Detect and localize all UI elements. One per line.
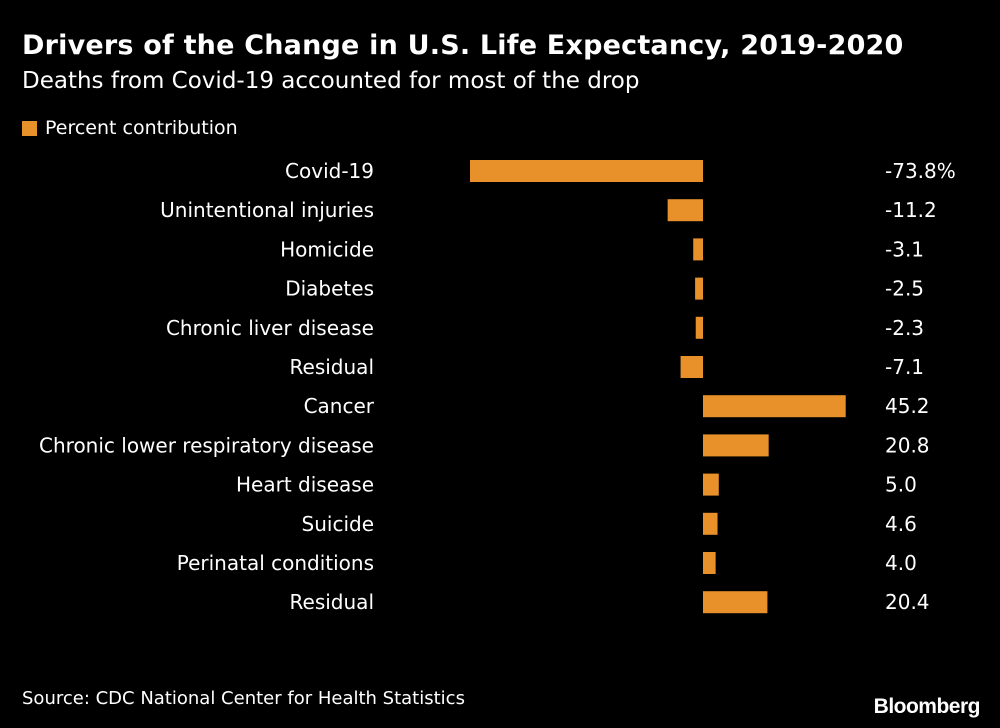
bar — [667, 199, 703, 222]
value-label: 5.0 — [885, 473, 917, 497]
bar — [693, 238, 703, 261]
value-label: 20.8 — [885, 433, 930, 457]
bar — [695, 316, 703, 339]
chart-title: Drivers of the Change in U.S. Life Expec… — [22, 30, 904, 61]
bar — [695, 277, 703, 300]
value-label: -2.5 — [885, 277, 924, 301]
category-label: Chronic lower respiratory disease — [39, 433, 374, 457]
bar — [703, 434, 769, 457]
category-label: Diabetes — [285, 277, 374, 301]
value-label: -7.1 — [885, 355, 924, 379]
category-label: Covid-19 — [285, 159, 374, 183]
category-label: Residual — [290, 590, 374, 614]
bar — [680, 356, 703, 378]
category-label: Suicide — [302, 512, 374, 536]
bar — [703, 512, 718, 535]
value-label: 4.0 — [885, 551, 917, 575]
value-label: 45.2 — [885, 394, 930, 418]
value-label: 20.4 — [885, 590, 930, 614]
category-label: Unintentional injuries — [160, 198, 374, 222]
bar — [703, 473, 719, 496]
bloomberg-logo: Bloomberg — [873, 695, 981, 718]
chart-subtitle: Deaths from Covid-19 accounted for most … — [22, 68, 640, 94]
bar — [703, 395, 846, 418]
source-note: Source: CDC National Center for Health S… — [22, 688, 465, 709]
value-label: -73.8% — [885, 159, 956, 183]
category-label: Heart disease — [236, 473, 374, 497]
bar — [703, 552, 716, 574]
value-label: -3.1 — [885, 237, 924, 261]
legend-label: Percent contribution — [45, 117, 238, 139]
legend-swatch — [22, 120, 37, 136]
value-label: -2.3 — [885, 316, 924, 340]
value-label: -11.2 — [885, 198, 937, 222]
value-label: 4.6 — [885, 512, 917, 536]
category-label: Perinatal conditions — [177, 551, 374, 575]
category-label: Chronic liver disease — [166, 316, 374, 340]
category-label: Homicide — [280, 237, 374, 261]
bar — [470, 160, 703, 182]
category-label: Cancer — [304, 394, 375, 418]
category-label: Residual — [290, 355, 374, 379]
bar — [703, 591, 768, 614]
legend: Percent contribution — [22, 117, 238, 139]
